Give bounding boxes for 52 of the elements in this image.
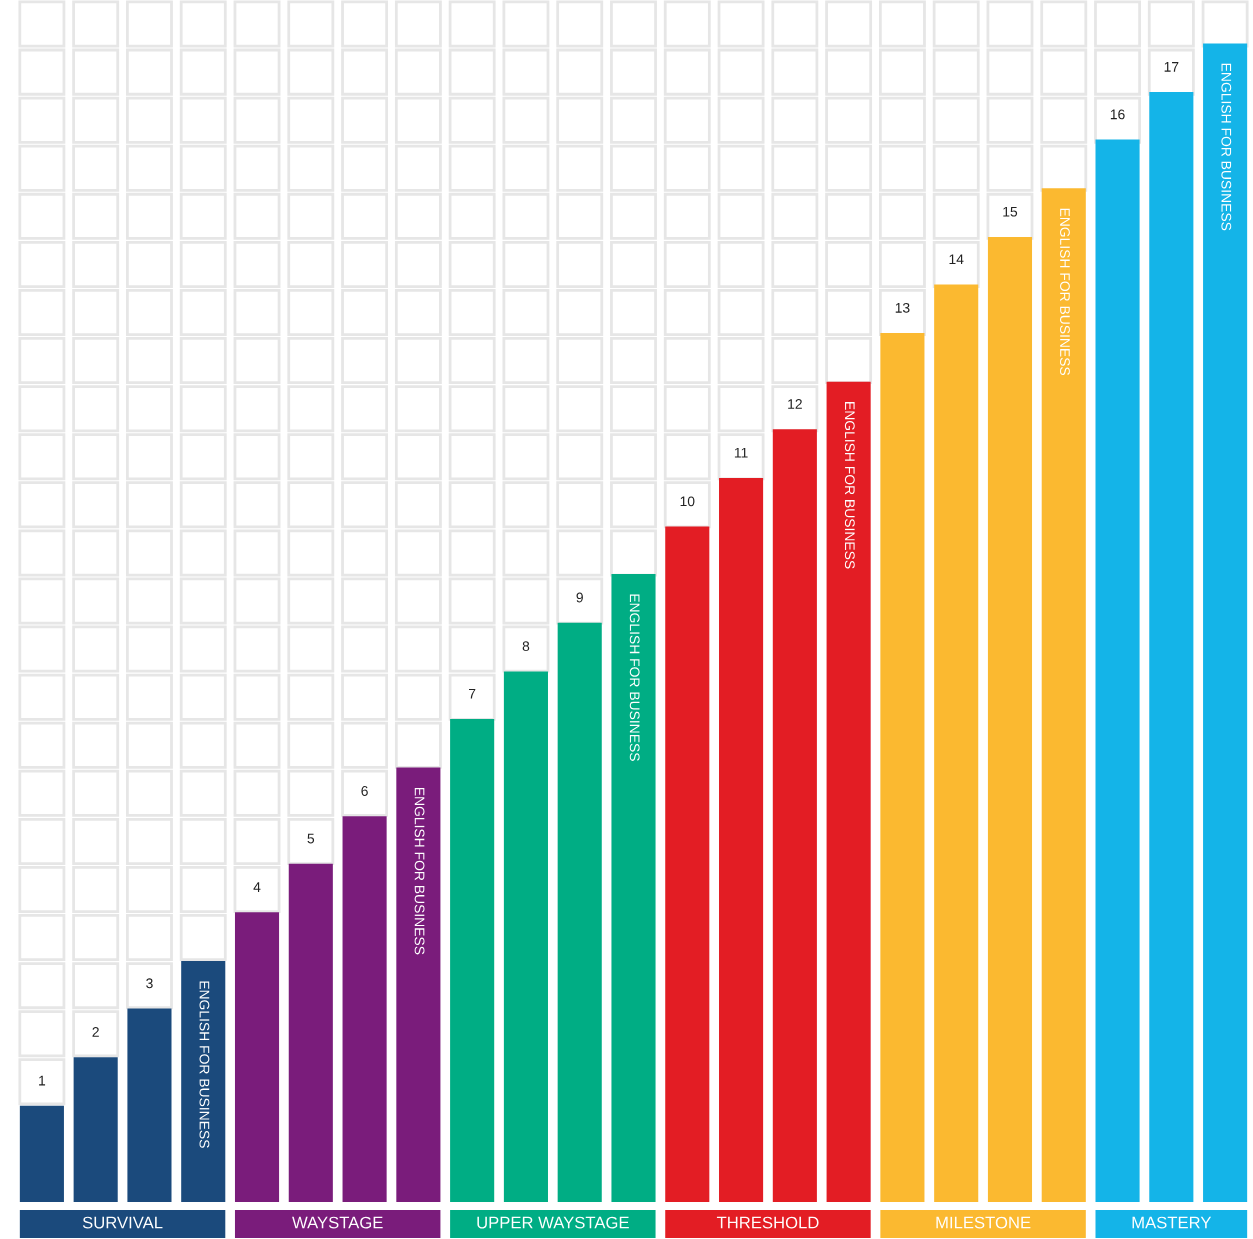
bar — [288, 863, 333, 1202]
bar — [73, 1057, 118, 1202]
bar — [450, 718, 495, 1202]
annotation: 3 — [146, 978, 153, 989]
bar — [880, 333, 925, 1202]
annotation: ENGLISH FOR BUSINESS — [414, 787, 425, 955]
annotation: 10 — [680, 496, 695, 507]
annotation: 9 — [576, 592, 583, 603]
text: THRESHOLD — [716, 1216, 819, 1229]
bar — [934, 284, 979, 1202]
annotation: 7 — [469, 688, 476, 699]
annotation: 17 — [1164, 62, 1179, 72]
bar — [503, 671, 548, 1202]
annotation: 2 — [92, 1027, 99, 1037]
text: WAYSTAGE — [292, 1216, 383, 1229]
text: MASTERY — [1132, 1216, 1212, 1229]
annotation: 13 — [895, 302, 910, 313]
bar — [19, 1105, 64, 1202]
text: SURVIVAL — [82, 1216, 163, 1229]
annotation: ENGLISH FOR BUSINESS — [199, 981, 210, 1148]
bar — [1203, 43, 1248, 1202]
bar — [826, 381, 871, 1202]
annotation: 1 — [39, 1075, 46, 1086]
bar — [127, 1008, 172, 1202]
annotation: ENGLISH FOR BUSINESS — [629, 594, 640, 761]
annotation: ENGLISH FOR BUSINESS — [844, 402, 855, 569]
bar — [665, 526, 710, 1202]
bar — [234, 912, 280, 1202]
bar — [719, 477, 764, 1202]
text: MILESTONE — [936, 1216, 1031, 1229]
bar — [396, 767, 441, 1202]
bar — [772, 429, 817, 1202]
annotation: 5 — [307, 833, 315, 844]
annotation: 4 — [253, 882, 261, 892]
bar — [1149, 92, 1194, 1202]
bar — [611, 574, 656, 1202]
annotation: 6 — [361, 786, 368, 796]
annotation: 16 — [1110, 109, 1125, 120]
annotation: 8 — [522, 641, 530, 652]
annotation: 11 — [734, 447, 748, 458]
bar — [1041, 188, 1086, 1202]
annotation: 14 — [949, 254, 964, 264]
bar — [342, 816, 387, 1202]
text: UPPER WAYSTAGE — [477, 1216, 629, 1229]
bar — [987, 236, 1033, 1202]
annotation: ENGLISH FOR BUSINESS — [1221, 63, 1232, 231]
annotation: 12 — [788, 399, 802, 409]
annotation: 15 — [1003, 206, 1018, 217]
bar — [557, 622, 602, 1202]
bar — [1095, 139, 1140, 1202]
bar — [181, 961, 226, 1202]
annotation: ENGLISH FOR BUSINESS — [1060, 208, 1070, 376]
